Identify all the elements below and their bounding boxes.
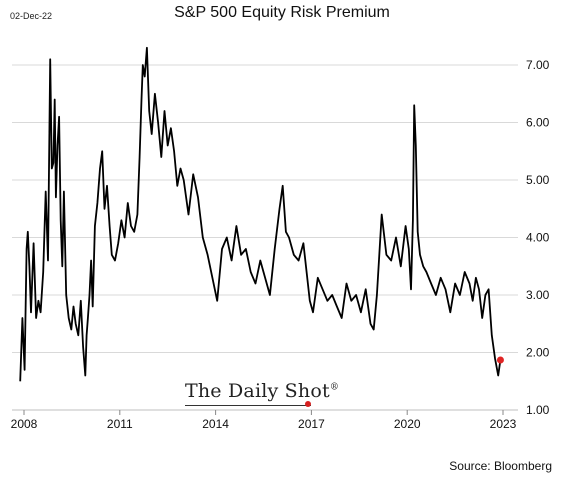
latest-value-marker — [496, 356, 504, 364]
watermark-text: The Daily Shot — [185, 380, 330, 402]
x-tick-label: 2017 — [298, 417, 325, 431]
x-tick-label: 2014 — [202, 417, 229, 431]
y-tick-label: 7.00 — [526, 58, 550, 72]
y-tick-label: 3.00 — [526, 288, 550, 302]
source-note: Source: Bloomberg — [449, 459, 552, 473]
y-tick-label: 4.00 — [526, 231, 550, 245]
date-stamp: 02-Dec-22 — [10, 11, 53, 21]
axis-layer: 1.00 2.00 3.00 4.00 5.00 6.00 7.00 2008 2011 2014… — [11, 58, 550, 431]
chart-title: S&P 500 Equity Risk Premium — [174, 4, 390, 21]
y-tick-label: 2.00 — [526, 346, 550, 360]
series-line-0 — [19, 46, 502, 382]
gridlines — [12, 64, 518, 411]
y-tick-label: 6.00 — [526, 116, 550, 130]
watermark-logo: The Daily Shot® — [185, 380, 339, 402]
x-tick-label: 2011 — [107, 417, 133, 431]
y-tick-label: 5.00 — [526, 173, 550, 187]
x-tick-label: 2023 — [490, 417, 517, 431]
x-tick-label: 2020 — [394, 417, 421, 431]
watermark-registered-mark: ® — [329, 382, 340, 393]
watermark-underline — [185, 405, 311, 406]
series-layer — [19, 46, 504, 382]
x-tick-label: 2008 — [11, 417, 38, 431]
watermark-dot — [305, 401, 311, 407]
y-tick-label: 1.00 — [526, 403, 550, 417]
